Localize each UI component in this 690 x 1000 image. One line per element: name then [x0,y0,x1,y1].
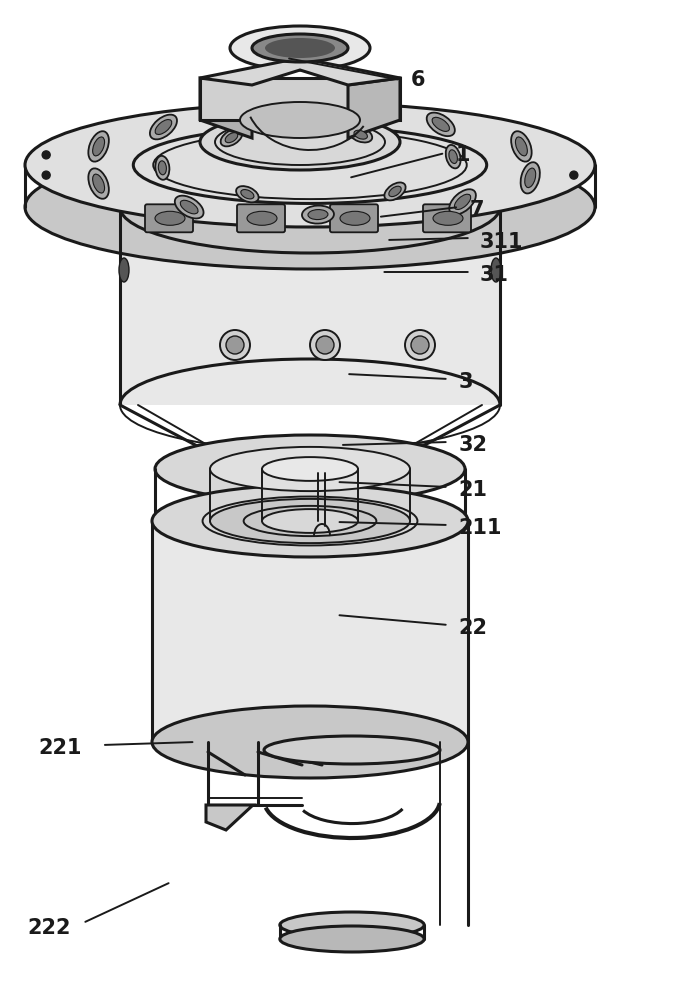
Text: 22: 22 [459,618,488,638]
Circle shape [310,330,340,360]
Circle shape [411,336,429,354]
Ellipse shape [25,103,595,227]
Ellipse shape [426,113,455,136]
Text: 7: 7 [469,200,484,220]
Ellipse shape [230,26,370,70]
Circle shape [226,336,244,354]
Ellipse shape [88,168,109,199]
Ellipse shape [155,435,465,503]
Ellipse shape [432,117,449,131]
Ellipse shape [210,499,410,543]
Ellipse shape [119,258,129,282]
FancyBboxPatch shape [237,204,285,232]
Ellipse shape [515,137,527,156]
Circle shape [220,330,250,360]
Polygon shape [200,58,400,85]
Ellipse shape [158,161,166,175]
Ellipse shape [262,457,358,481]
Ellipse shape [150,115,177,139]
Ellipse shape [152,706,468,778]
Text: 221: 221 [38,738,81,758]
Ellipse shape [384,182,406,200]
Ellipse shape [155,120,172,134]
Ellipse shape [520,162,540,193]
Ellipse shape [280,926,424,952]
Ellipse shape [248,455,372,491]
Ellipse shape [240,102,360,138]
Circle shape [570,171,578,179]
Ellipse shape [446,145,461,168]
Ellipse shape [155,156,170,180]
Ellipse shape [354,130,367,139]
Ellipse shape [247,211,277,225]
Ellipse shape [280,912,424,938]
Text: 31: 31 [480,265,509,285]
Ellipse shape [455,194,471,210]
Ellipse shape [236,186,259,202]
Text: 211: 211 [459,518,502,538]
Ellipse shape [155,487,465,555]
Ellipse shape [280,111,300,121]
Ellipse shape [252,34,348,62]
Ellipse shape [491,258,501,282]
Ellipse shape [155,211,185,225]
Ellipse shape [449,189,476,214]
Polygon shape [120,207,500,405]
Text: 32: 32 [459,435,488,455]
Text: 1: 1 [455,145,470,165]
Ellipse shape [349,127,372,142]
FancyBboxPatch shape [145,204,193,232]
Ellipse shape [308,210,328,220]
Ellipse shape [175,196,204,218]
Text: 3: 3 [459,372,473,392]
Ellipse shape [92,137,105,156]
Text: 6: 6 [411,70,425,90]
Ellipse shape [25,145,595,269]
Text: 222: 222 [28,918,71,938]
Ellipse shape [92,174,105,193]
Ellipse shape [152,485,468,557]
Text: 21: 21 [459,480,488,500]
Polygon shape [348,78,400,138]
Text: 311: 311 [480,232,523,252]
Ellipse shape [221,129,242,146]
Ellipse shape [433,211,463,225]
Polygon shape [206,805,253,830]
Polygon shape [200,78,252,138]
Ellipse shape [302,206,334,224]
Ellipse shape [225,133,238,143]
Circle shape [316,336,334,354]
FancyBboxPatch shape [330,204,378,232]
Ellipse shape [210,447,410,491]
Ellipse shape [274,107,306,125]
Ellipse shape [449,150,457,163]
Ellipse shape [262,509,358,533]
Circle shape [42,151,50,159]
Ellipse shape [525,168,535,188]
Ellipse shape [265,38,335,58]
Circle shape [42,171,50,179]
Ellipse shape [264,736,440,764]
Ellipse shape [88,131,109,162]
Circle shape [405,330,435,360]
Ellipse shape [241,190,254,199]
Ellipse shape [180,200,198,214]
Ellipse shape [340,211,370,225]
Ellipse shape [511,131,532,162]
FancyBboxPatch shape [423,204,471,232]
Ellipse shape [200,114,400,170]
Polygon shape [200,78,400,120]
Ellipse shape [389,186,401,197]
Polygon shape [152,521,468,742]
